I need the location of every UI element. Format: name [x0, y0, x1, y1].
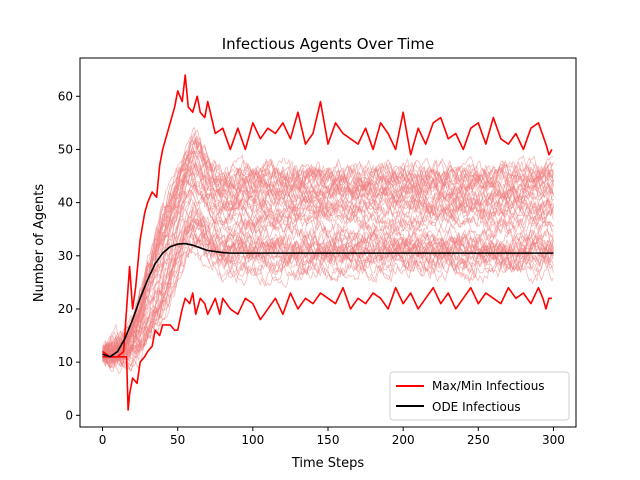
y-tick-label: 30 — [58, 249, 73, 263]
ensemble-run-line — [102, 129, 554, 360]
ensemble-run-line — [102, 183, 554, 361]
y-tick-label: 50 — [58, 142, 73, 156]
ensemble-run-line — [102, 223, 554, 362]
x-tick-label: 250 — [467, 433, 490, 447]
y-axis-label: Number of Agents — [32, 184, 47, 302]
ensemble-run-line — [102, 160, 554, 358]
x-tick-label: 0 — [99, 433, 107, 447]
y-tick-label: 60 — [58, 89, 73, 103]
series-line-max — [102, 74, 553, 358]
ensemble-run-line — [102, 188, 554, 362]
series-line-min — [102, 286, 552, 411]
axes-ticks: 0 50 100 150 200 250 300 0 10 20 30 40 50 60 — [58, 89, 565, 447]
chart-title: Infectious Agents Over Time — [222, 35, 435, 53]
ensemble-run-line — [102, 217, 554, 364]
y-tick-label: 40 — [58, 196, 73, 210]
ensemble-run-line — [102, 155, 554, 358]
x-tick-label: 50 — [170, 433, 185, 447]
x-tick-label: 150 — [317, 433, 340, 447]
ensemble-run-line — [102, 137, 554, 356]
x-tick-label: 100 — [241, 433, 264, 447]
ensemble-run-line — [102, 249, 554, 375]
legend-box — [389, 371, 570, 421]
legend-label-maxmin: Max/Min Infectious — [432, 379, 545, 393]
legend: Max/Min Infectious ODE Infectious — [389, 371, 570, 421]
ensemble-run-line — [102, 236, 554, 370]
y-tick-label: 0 — [65, 408, 73, 422]
ensemble-run-line — [102, 162, 554, 364]
ensemble-run-line — [102, 217, 554, 363]
x-axis-label: Time Steps — [291, 456, 365, 471]
x-tick-label: 300 — [542, 433, 565, 447]
legend-label-ode: ODE Infectious — [432, 400, 521, 414]
ensemble-run-line — [102, 150, 554, 363]
ensemble-run-line — [102, 224, 554, 363]
x-tick-label: 200 — [392, 433, 415, 447]
plot-area — [102, 74, 554, 411]
series-line-ode — [102, 242, 554, 358]
y-tick-label: 10 — [58, 355, 73, 369]
ensemble-run-line — [102, 165, 554, 358]
y-tick-label: 20 — [58, 302, 73, 316]
ensemble-run-line — [102, 180, 554, 362]
